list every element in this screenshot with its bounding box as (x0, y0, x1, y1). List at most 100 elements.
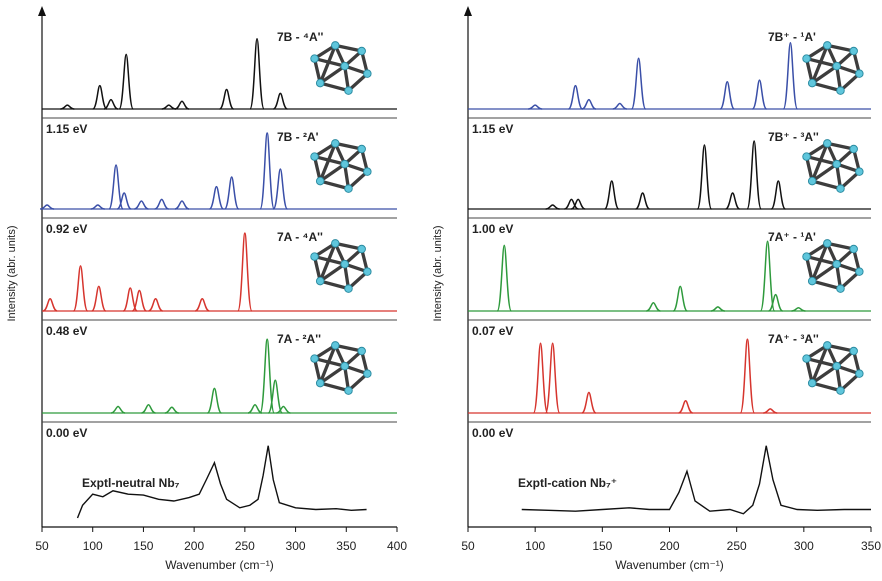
peak (260, 133, 274, 209)
cluster-structure (311, 140, 371, 193)
x-tick-label: 50 (461, 539, 475, 553)
peak (769, 295, 783, 311)
x-tick-label: 250 (727, 539, 747, 553)
x-tick-label: 200 (184, 539, 204, 553)
energy-label: 1.15 eV (472, 122, 513, 136)
y-axis-label: Intensity (abr. units) (432, 226, 444, 322)
cluster-structure (803, 342, 863, 395)
peak (195, 299, 209, 311)
peak (771, 181, 785, 209)
x-tick-label: 300 (794, 539, 814, 553)
cluster-structure (311, 342, 371, 395)
cluster-structure (803, 140, 863, 193)
peak (119, 54, 133, 109)
peak (761, 241, 775, 311)
peak (534, 343, 548, 413)
cluster-structure (803, 42, 863, 95)
peak (165, 407, 179, 413)
energy-label: 0.00 eV (46, 426, 87, 440)
peak (250, 39, 264, 109)
isomer-label: 7A⁺ - ¹A' (768, 230, 816, 244)
peak (248, 405, 262, 413)
x-tick-label: 150 (133, 539, 153, 553)
peak (142, 405, 156, 413)
peak (92, 286, 106, 311)
y-axis-arrow (464, 6, 472, 16)
x-tick-label: 100 (525, 539, 545, 553)
peak (646, 303, 660, 311)
isomer-label: 7A⁺ - ³A'' (768, 332, 819, 346)
peak (43, 299, 57, 311)
peak (276, 406, 290, 413)
peak (726, 193, 740, 209)
experiment-label: Exptl-neutral Nb₇ (82, 476, 180, 490)
peak (207, 388, 221, 413)
peak (134, 201, 148, 209)
peak (273, 169, 287, 209)
peak (763, 409, 777, 413)
peak (175, 201, 189, 209)
peak (582, 100, 596, 109)
peak (636, 193, 650, 209)
peak (149, 299, 163, 311)
x-tick-label: 200 (659, 539, 679, 553)
peak (209, 187, 223, 209)
peak (225, 177, 239, 209)
x-tick-label: 350 (861, 539, 881, 553)
figure: 50 100 150 200 250 300 350 400 Wavenumber (cm⁻¹)… (0, 0, 882, 576)
peak (582, 393, 596, 414)
peak (111, 406, 125, 413)
isomer-label: 7B - ⁴A'' (277, 30, 323, 44)
energy-label: 0.00 eV (472, 426, 513, 440)
peak (711, 307, 725, 311)
x-tick-label: 300 (286, 539, 306, 553)
isomer-label: 7B⁺ - ¹A' (768, 30, 816, 44)
peak (673, 286, 687, 311)
isomer-label: 7B⁺ - ³A'' (768, 130, 819, 144)
energy-label: 0.92 eV (46, 222, 87, 236)
y-axis-arrow (38, 6, 46, 16)
peak (74, 266, 88, 311)
peak (546, 343, 560, 413)
x-tick-label: 150 (592, 539, 612, 553)
peak (720, 82, 734, 109)
peak (613, 104, 627, 109)
peak (697, 145, 711, 209)
x-tick-label: 250 (235, 539, 255, 553)
isomer-label: 7B - ²A' (277, 130, 319, 144)
y-axis-label: Intensity (abr. units) (6, 226, 18, 322)
energy-label: 0.48 eV (46, 324, 87, 338)
peak (93, 86, 107, 109)
cluster-structure (803, 240, 863, 293)
peak (132, 291, 146, 312)
x-axis-label: Wavenumber (cm⁻¹) (615, 558, 724, 572)
experiment-label: Exptl-cation Nb₇⁺ (518, 476, 617, 490)
energy-label: 1.15 eV (46, 122, 87, 136)
peak (679, 401, 693, 413)
x-tick-label: 350 (336, 539, 356, 553)
peak (155, 199, 169, 209)
peak (273, 93, 287, 109)
isomer-label: 7A - ²A'' (277, 332, 321, 346)
x-tick-label: 50 (35, 539, 49, 553)
peak (747, 141, 761, 209)
peak (104, 100, 118, 109)
cluster-structure (311, 240, 371, 293)
energy-label: 0.07 eV (472, 324, 513, 338)
cluster-structure (311, 42, 371, 95)
x-axis-label: Wavenumber (cm⁻¹) (165, 558, 274, 572)
energy-label: 1.00 eV (472, 222, 513, 236)
peak (783, 43, 797, 109)
peak (497, 245, 511, 311)
peak (568, 86, 582, 109)
peak (753, 80, 767, 109)
peak (605, 181, 619, 209)
peak (632, 58, 646, 109)
isomer-label: 7A - ⁴A'' (277, 230, 323, 244)
peak (220, 90, 234, 110)
x-tick-label: 100 (83, 539, 103, 553)
peak (175, 101, 189, 109)
x-tick-label: 400 (387, 539, 407, 553)
peak (740, 339, 754, 413)
peak (238, 233, 252, 311)
